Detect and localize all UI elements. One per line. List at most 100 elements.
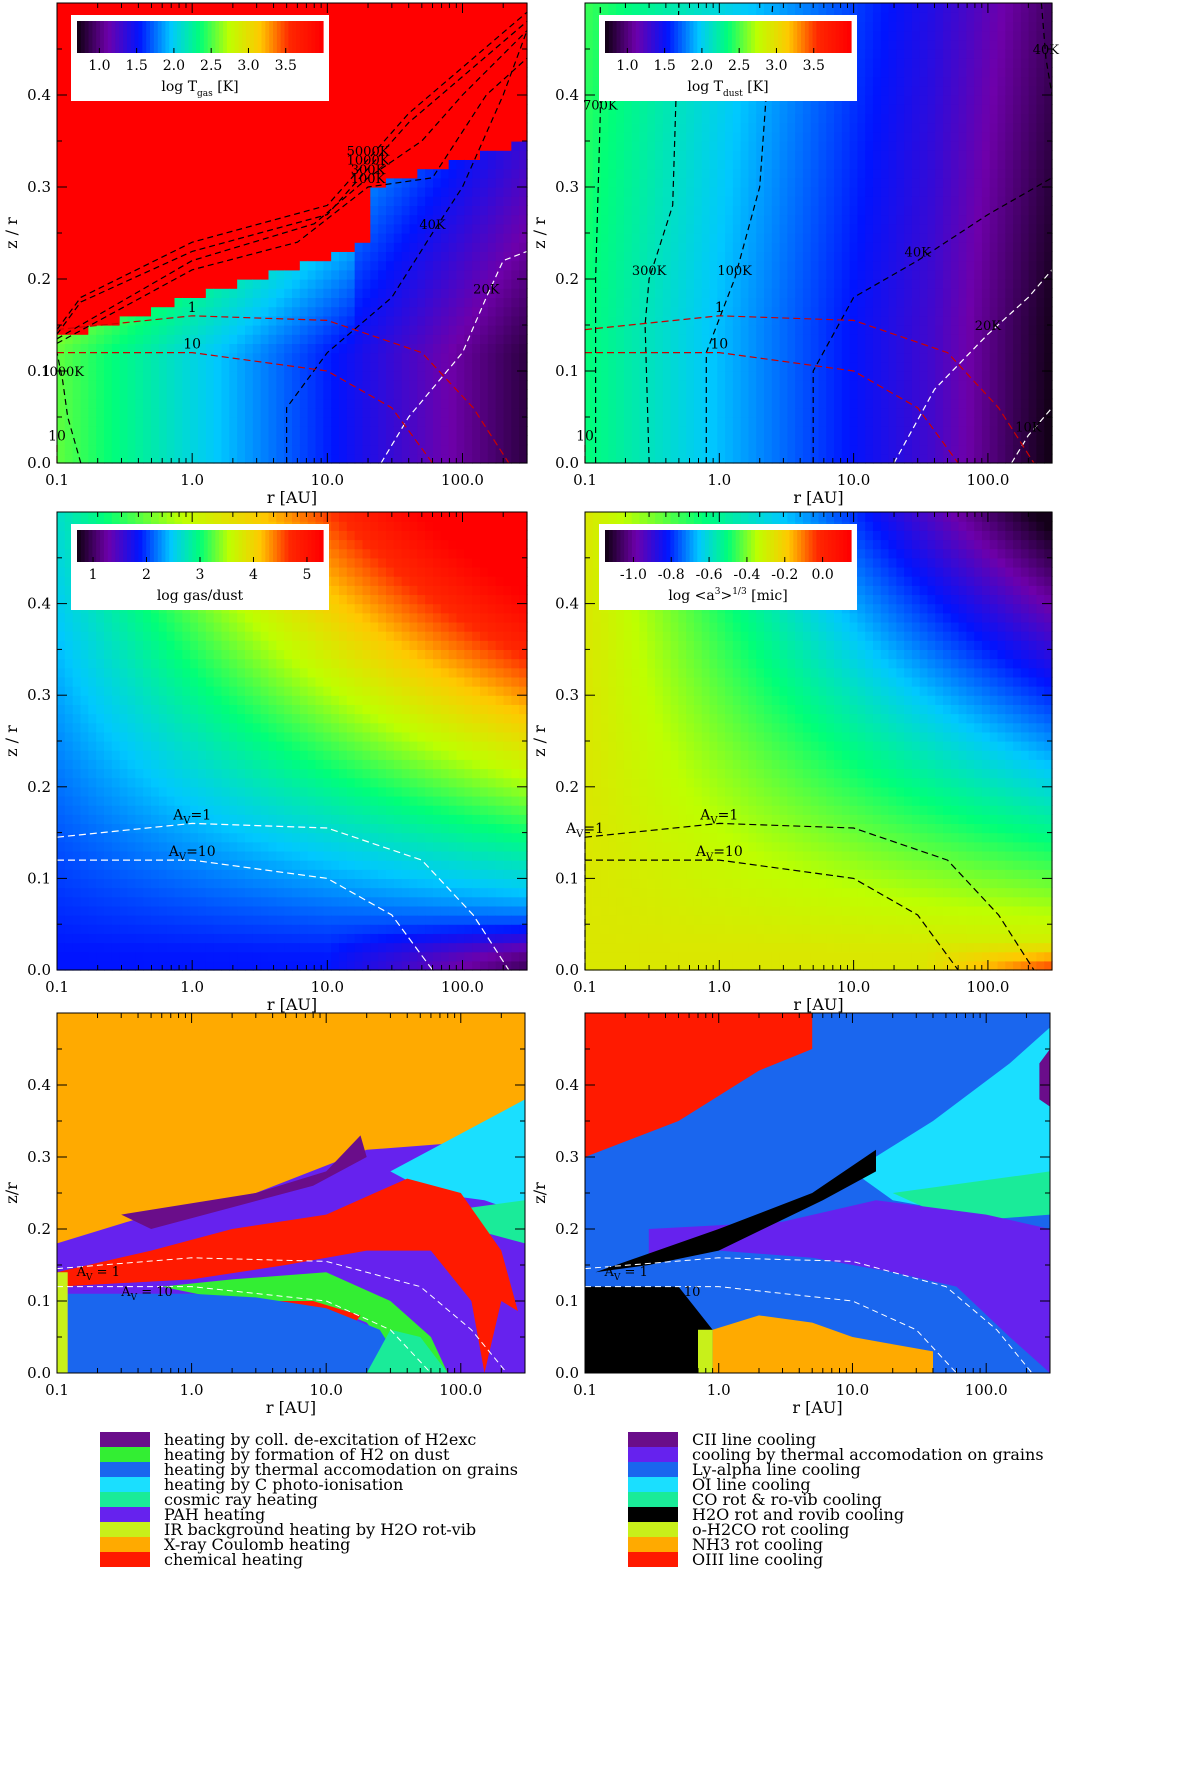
heatmap-cell	[362, 39, 371, 50]
heatmap-cell	[592, 334, 602, 344]
heatmap-cell	[127, 407, 136, 418]
heatmap-cell	[378, 205, 387, 216]
heatmap-cell	[213, 3, 223, 13]
heatmap-cell	[623, 205, 633, 216]
heatmap-cell	[64, 39, 74, 50]
heatmap-cell	[740, 297, 750, 308]
heatmap-cell	[725, 398, 734, 409]
heatmap-cell	[205, 288, 215, 298]
heatmap-cell	[409, 67, 418, 78]
heatmap-cell	[143, 297, 152, 308]
heatmap-cell	[339, 407, 348, 418]
heatmap-cell	[276, 417, 285, 427]
heatmap-cell	[841, 426, 851, 436]
heatmap-cell	[678, 288, 687, 298]
heatmap-cell	[221, 260, 230, 271]
heatmap-cell	[487, 214, 497, 225]
heatmap-cell	[57, 398, 66, 409]
heatmap-cell	[795, 297, 804, 308]
heatmap-cell	[764, 205, 773, 216]
heatmap-cell	[662, 371, 672, 381]
heatmap-cell	[456, 288, 465, 298]
heatmap-cell	[417, 407, 426, 418]
heatmap-cell	[57, 242, 66, 252]
heatmap-cell	[725, 371, 734, 381]
contour-label: 100K	[351, 172, 386, 187]
heatmap-cell	[158, 205, 168, 216]
heatmap-cell	[472, 233, 481, 243]
heatmap-cell	[608, 104, 617, 114]
heatmap-cell	[276, 233, 285, 243]
heatmap-cell	[717, 3, 726, 13]
heatmap-cell	[448, 39, 458, 50]
heatmap-cell	[292, 315, 301, 326]
heatmap-cell	[433, 67, 442, 78]
heatmap-cell	[787, 343, 796, 354]
heatmap-cell	[143, 168, 152, 179]
heatmap-cell	[433, 233, 442, 243]
heatmap-cell	[299, 398, 309, 409]
heatmap-cell	[72, 233, 82, 243]
heatmap-cell	[401, 417, 411, 427]
heatmap-cell	[433, 398, 442, 409]
heatmap-cell	[143, 113, 152, 124]
heatmap-cell	[600, 315, 609, 326]
heatmap-cell	[616, 343, 625, 354]
heatmap-cell	[409, 398, 418, 409]
heatmap-cell	[119, 141, 129, 151]
heatmap-cell	[190, 187, 199, 197]
heatmap-cell	[104, 325, 113, 335]
heatmap-cell	[370, 279, 379, 289]
heatmap-cell	[339, 444, 348, 455]
heatmap-cell	[771, 417, 781, 427]
heatmap-cell	[96, 187, 105, 197]
heatmap-cell	[158, 380, 168, 390]
heatmap-cell	[787, 444, 796, 455]
heatmap-cell	[135, 205, 144, 216]
heatmap-cell	[810, 389, 820, 400]
heatmap-cell	[717, 205, 726, 216]
heatmap-cell	[111, 196, 121, 206]
heatmap-cell	[519, 407, 528, 418]
heatmap-cell	[857, 325, 866, 335]
heatmap-cell	[693, 389, 703, 400]
heatmap-cell	[472, 334, 481, 344]
heatmap-cell	[519, 233, 528, 243]
heatmap-cell	[315, 315, 324, 326]
heatmap-cell	[826, 168, 835, 179]
heatmap-cell	[166, 141, 176, 151]
heatmap-cell	[519, 325, 528, 335]
heatmap-cell	[810, 444, 820, 455]
heatmap-cell	[495, 297, 505, 308]
heatmap-cell	[519, 39, 528, 50]
heatmap-cell	[600, 352, 609, 363]
heatmap-cell	[213, 113, 223, 124]
heatmap-cell	[417, 12, 426, 22]
heatmap-cell	[221, 177, 230, 188]
heatmap-cell	[709, 453, 718, 464]
heatmap-cell	[151, 306, 160, 317]
heatmap-cell	[701, 325, 711, 335]
heatmap-cell	[339, 306, 348, 317]
heatmap-cell	[370, 159, 379, 170]
heatmap-cell	[425, 141, 434, 151]
heatmap-cell	[96, 159, 105, 170]
heatmap-cell	[472, 104, 481, 114]
heatmap-cell	[511, 223, 520, 234]
heatmap-cell	[748, 417, 757, 427]
heatmap-cell	[425, 150, 434, 160]
heatmap-cell	[787, 352, 796, 363]
heatmap-cell	[80, 104, 89, 114]
heatmap-cell	[221, 297, 230, 308]
heatmap-cell	[346, 352, 356, 363]
heatmap-cell	[433, 12, 442, 22]
heatmap-cell	[127, 150, 136, 160]
heatmap-cell	[190, 113, 199, 124]
heatmap-cell	[245, 141, 254, 151]
heatmap-cell	[299, 343, 309, 354]
heatmap-cell	[464, 76, 473, 87]
heatmap-cell	[64, 150, 74, 160]
heatmap-cell	[292, 141, 301, 151]
heatmap-cell	[284, 380, 293, 390]
heatmap-cell	[448, 417, 458, 427]
